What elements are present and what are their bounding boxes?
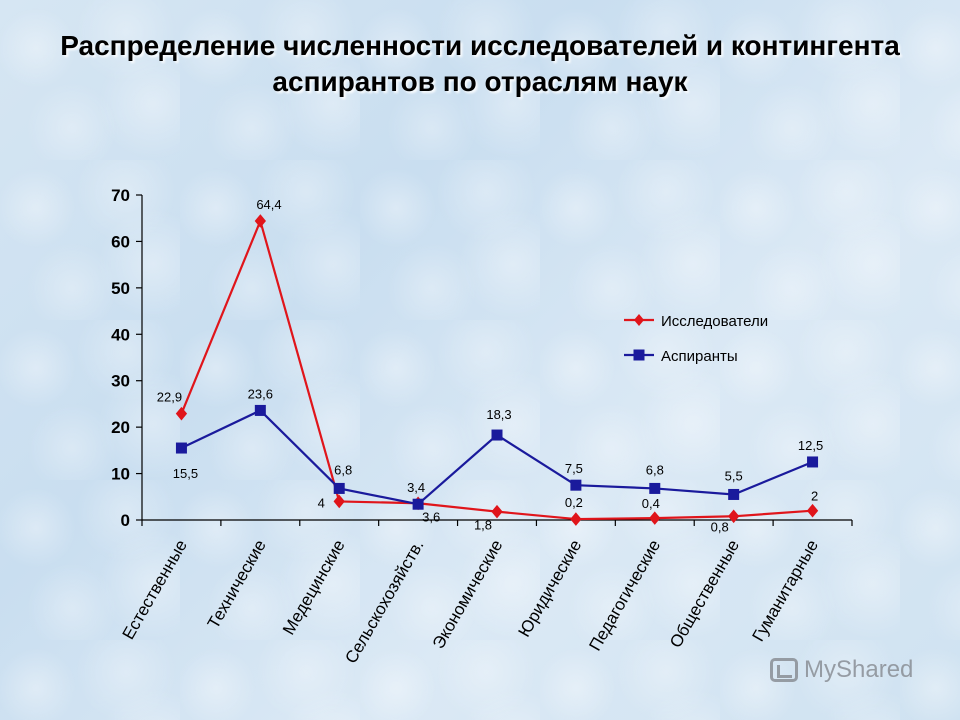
data-point — [175, 406, 188, 421]
data-label: 0,8 — [711, 519, 729, 534]
y-tick-label: 60 — [111, 232, 130, 251]
data-label: 6,8 — [646, 462, 664, 477]
data-label: 18,3 — [486, 407, 511, 422]
legend-marker — [634, 314, 644, 326]
x-tick-label: Общественные — [666, 537, 743, 652]
y-tick-label: 50 — [111, 279, 130, 298]
data-label: 15,5 — [173, 466, 198, 481]
data-point — [333, 482, 345, 494]
data-point — [491, 504, 503, 519]
x-tick-label: Гуманитарные — [749, 537, 822, 645]
data-point — [806, 503, 819, 518]
data-point — [570, 512, 582, 526]
data-label: 3,4 — [407, 480, 425, 495]
chart-title: Распределение численности исследователей… — [0, 28, 960, 100]
presentation-icon — [770, 658, 798, 682]
series-line-2 — [180, 409, 813, 506]
x-tick-label: Юридические — [515, 537, 586, 641]
data-point — [728, 488, 740, 500]
data-label: 23,6 — [248, 386, 273, 401]
series-line-1 — [180, 217, 813, 521]
data-label: 0,2 — [565, 495, 583, 510]
data-label: 12,5 — [798, 438, 823, 453]
data-label: 22,9 — [157, 390, 182, 405]
x-tick-label: Сельскохозяйств. — [341, 537, 427, 667]
data-point — [807, 456, 819, 468]
data-label: 1,8 — [474, 518, 492, 533]
data-label: 6,8 — [334, 462, 352, 477]
watermark-text: MyShared — [804, 656, 914, 683]
x-tick-label: Педагогические — [585, 537, 664, 655]
y-tick-label: 40 — [111, 325, 130, 344]
data-point — [491, 429, 503, 441]
data-point — [333, 494, 345, 509]
data-point — [649, 511, 661, 525]
y-tick-label: 30 — [111, 372, 130, 391]
y-tick-label: 10 — [111, 465, 130, 484]
x-tick-label: Экономические — [429, 537, 507, 653]
y-tick-label: 70 — [111, 186, 130, 205]
data-point — [570, 479, 582, 491]
data-point — [412, 498, 424, 510]
data-point — [175, 442, 187, 454]
data-point — [254, 214, 266, 228]
data-point — [649, 482, 661, 494]
data-label: 2 — [811, 489, 818, 504]
legend-marker — [633, 349, 645, 361]
data-label: 4 — [318, 495, 325, 510]
title-line-2: аспирантов по отраслям наук — [272, 66, 688, 97]
data-label: 64,4 — [256, 197, 281, 212]
data-point — [254, 404, 266, 416]
data-label: 5,5 — [725, 468, 743, 483]
data-label: 0,4 — [642, 496, 660, 511]
watermark: MyShared — [770, 656, 913, 684]
data-label: 7,5 — [565, 461, 583, 476]
title-line-1: Распределение численности исследователей… — [60, 30, 900, 61]
data-label: 3,6 — [422, 509, 440, 524]
x-tick-label: Медецинские — [279, 537, 349, 639]
y-tick-label: 20 — [111, 418, 130, 437]
legend-label: Аспиранты — [661, 348, 738, 365]
x-tick-label: Технические — [204, 537, 270, 632]
legend-label: Исследователи — [661, 313, 768, 330]
y-tick-label: 0 — [121, 511, 130, 530]
data-point — [728, 509, 740, 524]
x-tick-label: Естественные — [119, 537, 191, 643]
